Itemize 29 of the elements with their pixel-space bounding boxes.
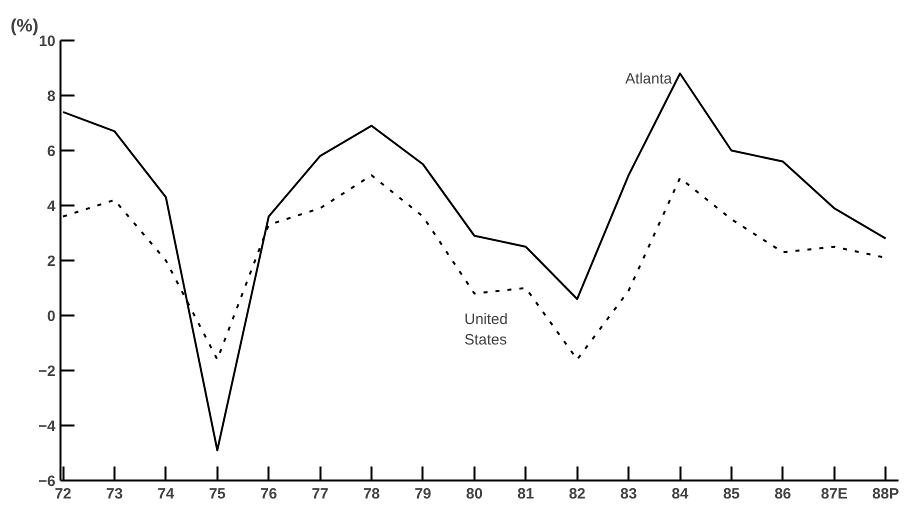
x-tick-label: 75 [208,486,226,502]
y-tick-label: 0 [47,308,56,325]
x-tick-label: 83 [620,486,637,502]
y-tick-label: −4 [38,418,56,435]
x-tick-label: 82 [568,486,586,502]
y-tick-label: 10 [38,33,56,50]
y-tick-label: −2 [38,363,56,380]
x-tick-label: 85 [723,486,740,502]
series-label: United States [464,311,508,348]
x-tick-label: 73 [106,486,123,502]
y-axis-title: (%) [10,16,38,36]
series-label: Atlanta [625,70,673,88]
x-tick-label: 88P [872,486,900,502]
x-tick-label: 87E [820,486,848,502]
x-tick-label: 81 [517,486,534,502]
x-tick-label: 77 [312,486,328,502]
y-tick-label: 8 [47,88,56,105]
x-tick-label: 78 [363,486,380,502]
y-tick-label: 4 [47,198,56,215]
y-tick-label: 2 [47,253,56,270]
x-tick-label: 79 [414,486,432,502]
x-tick-label: 86 [774,486,792,502]
y-tick-label: 6 [47,143,56,160]
x-tick-label: 74 [158,486,175,502]
x-tick-label: 76 [260,486,278,502]
x-tick-label: 80 [466,486,483,502]
x-tick-label: 84 [672,486,690,502]
x-tick-label: 72 [54,486,72,502]
y-tick-label: −6 [38,473,56,490]
